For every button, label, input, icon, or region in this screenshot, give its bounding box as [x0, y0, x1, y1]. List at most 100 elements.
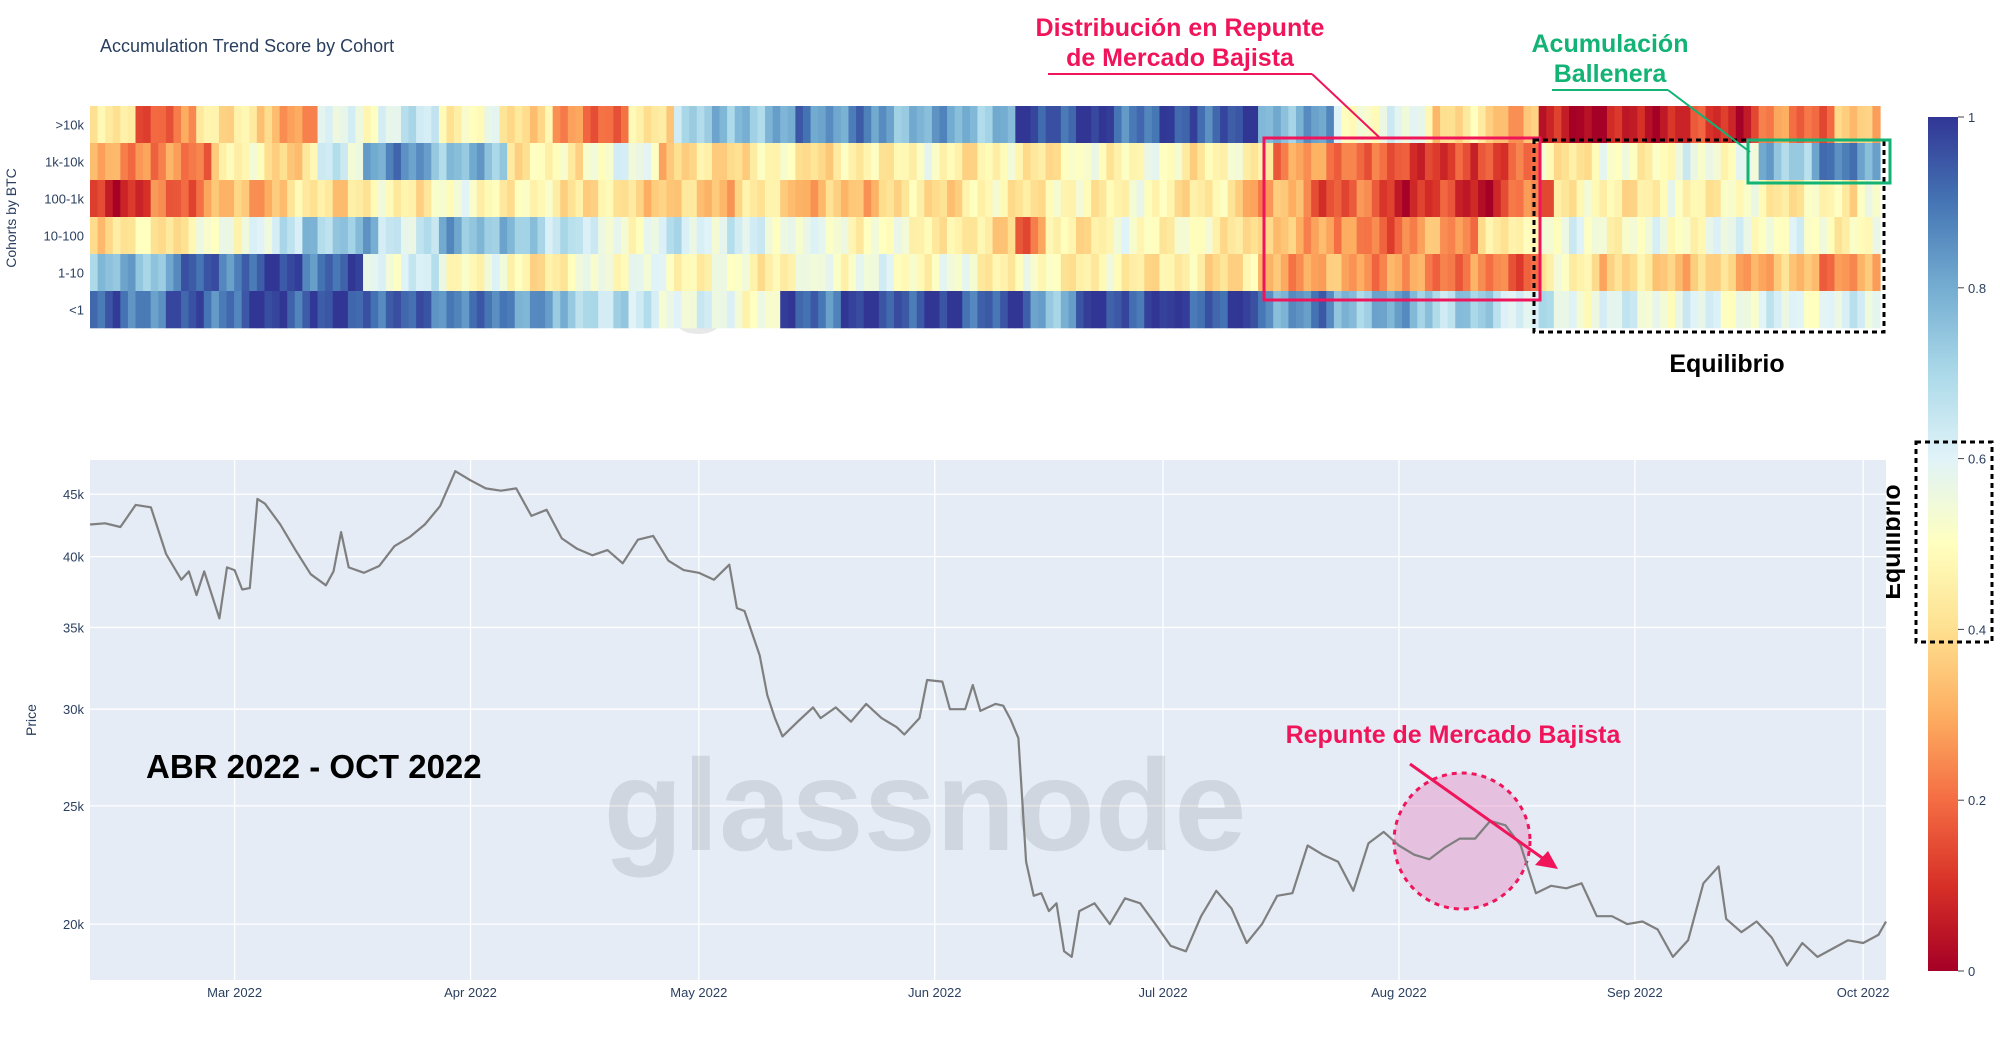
heatmap-cell — [1826, 217, 1836, 255]
heatmap-cell — [143, 254, 152, 292]
heatmap-cell — [1136, 254, 1145, 292]
heatmap-cell — [347, 217, 357, 255]
heatmap-cell — [188, 106, 197, 144]
heatmap-cell — [605, 180, 614, 218]
heatmap-cell — [249, 217, 258, 255]
heatmap-cell — [234, 106, 243, 144]
heatmap-cell — [765, 180, 774, 218]
heatmap-cell — [203, 143, 212, 181]
heatmap-cell — [787, 180, 796, 218]
heatmap-cell — [1106, 217, 1115, 255]
heatmap-cell — [696, 143, 705, 181]
heatmap-cell — [1546, 180, 1555, 218]
heatmap-cell — [127, 143, 137, 181]
heatmap-cell — [211, 180, 220, 218]
heatmap-cell — [1235, 291, 1244, 329]
heatmap-cell — [211, 291, 220, 329]
heatmap-cell — [294, 217, 303, 255]
colorbar-tick-label: 0.2 — [1968, 793, 1986, 808]
price-x-tick-label: Jul 2022 — [1138, 985, 1187, 1000]
heatmap-cell — [947, 143, 956, 181]
heatmap-cell — [1561, 254, 1570, 292]
heatmap-cell — [1424, 143, 1434, 181]
heatmap-cell — [431, 217, 440, 255]
heatmap-cell — [1250, 254, 1259, 292]
heatmap-cell — [241, 106, 250, 144]
heatmap-cell — [1796, 254, 1805, 292]
heatmap-cell — [1022, 180, 1032, 218]
heatmap-cell — [309, 143, 319, 181]
heatmap-cell — [1136, 106, 1145, 144]
heatmap-cell — [476, 217, 485, 255]
heatmap-cell — [833, 106, 842, 144]
heatmap-cell — [719, 143, 728, 181]
heatmap-cell — [878, 143, 887, 181]
heatmap-cell — [97, 254, 106, 292]
heatmap-cell — [977, 254, 986, 292]
heatmap-cell — [1644, 254, 1654, 292]
heatmap-cell — [598, 291, 607, 329]
heatmap-cell — [704, 254, 713, 292]
heatmap-cell — [636, 291, 645, 329]
heatmap-cell — [537, 180, 546, 218]
heatmap-cell — [431, 143, 440, 181]
heatmap-cell — [1265, 106, 1274, 144]
heatmap-cell — [1561, 143, 1570, 181]
heatmap-cell — [1781, 106, 1790, 144]
heatmap-cell — [1485, 291, 1494, 329]
heatmap-cell — [1250, 217, 1259, 255]
heatmap-cell — [560, 291, 569, 329]
heatmap-cell — [1303, 217, 1312, 255]
heatmap-cell — [1098, 254, 1107, 292]
heatmap-cell — [105, 254, 114, 292]
heatmap-cell — [1440, 143, 1449, 181]
heatmap-cell — [1682, 217, 1691, 255]
heatmap-cell — [886, 180, 895, 218]
bear-rally-label: Repunte de Mercado Bajista — [1286, 721, 1622, 749]
heatmap-cell — [165, 106, 175, 144]
heatmap-cell — [1788, 106, 1798, 144]
heatmap-cell — [1842, 143, 1851, 181]
heatmap-cell — [1857, 217, 1866, 255]
heatmap-cell — [620, 217, 630, 255]
heatmap-cell — [1038, 217, 1047, 255]
heatmap-cell — [416, 106, 425, 144]
heatmap-cell — [127, 106, 137, 144]
heatmap-cell — [1333, 106, 1343, 144]
heatmap-cell — [1751, 217, 1760, 255]
heatmap-cell — [431, 180, 440, 218]
heatmap-cell — [272, 291, 281, 329]
heatmap-cell — [787, 254, 796, 292]
heatmap-cell — [727, 180, 736, 218]
heatmap-cell — [302, 291, 311, 329]
distribution-pointer — [1311, 73, 1381, 139]
heatmap-cell — [1508, 254, 1517, 292]
heatmap-cell — [499, 291, 508, 329]
heatmap-cell — [567, 254, 577, 292]
heatmap-cell — [1083, 254, 1092, 292]
heatmap-cell — [1788, 180, 1798, 218]
heatmap-cell — [446, 180, 455, 218]
heatmap-cell — [1242, 143, 1252, 181]
heatmap-cell — [332, 143, 341, 181]
heatmap-cell — [150, 143, 159, 181]
heatmap-cell — [1242, 254, 1252, 292]
heatmap-cell — [211, 254, 220, 292]
heatmap-cell — [143, 180, 152, 218]
heatmap-cell — [1606, 254, 1616, 292]
heatmap-cell — [1060, 254, 1070, 292]
heatmap-cell — [1022, 254, 1032, 292]
heatmap-cell — [1129, 254, 1138, 292]
heatmap-cell — [916, 143, 925, 181]
heatmap-cell — [264, 143, 273, 181]
heatmap-cell — [438, 217, 448, 255]
heatmap-cell — [681, 254, 690, 292]
heatmap-cell — [226, 106, 235, 144]
heatmap-cell — [1758, 217, 1767, 255]
heatmap-cell — [1713, 143, 1722, 181]
heatmap-row-label: <1 — [69, 303, 84, 318]
heatmap-cell — [1478, 217, 1487, 255]
heatmap-cell — [522, 106, 531, 144]
heatmap-cell — [704, 106, 713, 144]
heatmap-cell — [211, 217, 220, 255]
